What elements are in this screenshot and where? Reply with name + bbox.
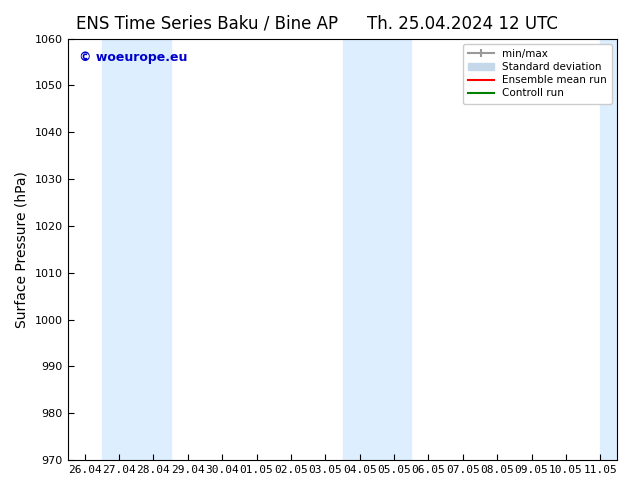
Text: Th. 25.04.2024 12 UTC: Th. 25.04.2024 12 UTC [367,15,558,33]
Text: © woeurope.eu: © woeurope.eu [79,51,187,64]
Text: ENS Time Series Baku / Bine AP: ENS Time Series Baku / Bine AP [76,15,338,33]
Bar [600,39,618,460]
Bar [342,39,411,460]
Y-axis label: Surface Pressure (hPa): Surface Pressure (hPa) [15,171,29,328]
Bar [102,39,171,460]
Legend: min/max, Standard deviation, Ensemble mean run, Controll run: min/max, Standard deviation, Ensemble me… [463,44,612,103]
